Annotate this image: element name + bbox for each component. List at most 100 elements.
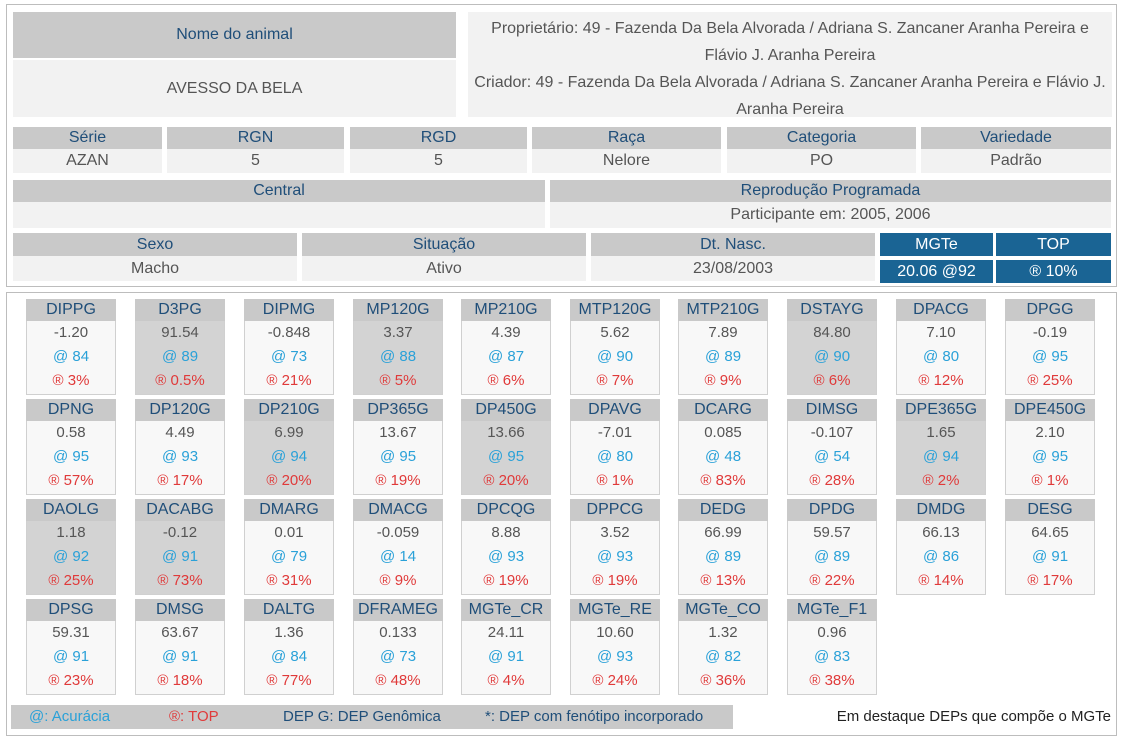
dep-value: -1.20 [53, 324, 89, 341]
top-value: ® 10% [996, 260, 1111, 283]
dep-cell-dmsg: DMSG 63.67 @ 91 ® 18% [135, 599, 225, 695]
dep-cell-mgte-f1: MGTe_F1 0.96 @ 83 ® 38% [787, 599, 877, 695]
dep-name: DP450G [461, 399, 551, 421]
dep-cell-dcarg: DCARG 0.085 @ 48 ® 83% [678, 399, 768, 495]
dep-top: ® 25% [1027, 372, 1073, 389]
dep-accuracy: @ 92 [52, 548, 90, 565]
dep-top: ® 19% [592, 572, 638, 589]
dep-accuracy: @ 89 [704, 548, 742, 565]
dep-top: ® 12% [918, 372, 964, 389]
dep-name: DSTAYG [787, 299, 877, 321]
dep-cell-dp450g: DP450G 13.66 @ 95 ® 20% [461, 399, 551, 495]
dep-accuracy: @ 91 [52, 648, 90, 665]
dep-accuracy: @ 90 [813, 348, 851, 365]
dep-accuracy: @ 89 [161, 348, 199, 365]
dep-value: 0.58 [56, 424, 86, 441]
dep-accuracy: @ 95 [52, 448, 90, 465]
dep-accuracy: @ 88 [379, 348, 417, 365]
dep-value: 7.10 [926, 324, 956, 341]
dep-panel: DIPPG -1.20 @ 84 ® 3% D3PG 91.54 @ 89 ® 0.5% DIP… [6, 292, 1117, 736]
dep-value: 3.52 [600, 524, 630, 541]
dep-top: ® 1% [1031, 472, 1069, 489]
top-label: TOP [996, 233, 1111, 256]
situacao-value: Ativo [302, 256, 586, 281]
dep-cell-dmarg: DMARG 0.01 @ 79 ® 31% [244, 499, 334, 595]
mgte-value: 20.06 @92 [880, 260, 993, 283]
dep-name: MP210G [461, 299, 551, 321]
dep-cell-d3pg: D3PG 91.54 @ 89 ® 0.5% [135, 299, 225, 395]
dep-top: ® 17% [157, 472, 203, 489]
dep-name: DPNG [26, 399, 116, 421]
dep-body: 0.58 @ 95 ® 57% [26, 421, 116, 495]
dep-body: 64.65 @ 91 ® 17% [1005, 521, 1095, 595]
dep-value: 91.54 [161, 324, 199, 341]
dep-body: 24.11 @ 91 ® 4% [461, 621, 551, 695]
dep-cell-mgte-cr: MGTe_CR 24.11 @ 91 ® 4% [461, 599, 551, 695]
dep-name: DP365G [353, 399, 443, 421]
dep-body: 8.88 @ 93 ® 19% [461, 521, 551, 595]
dep-body: 91.54 @ 89 ® 0.5% [135, 321, 225, 395]
dep-accuracy: @ 14 [379, 548, 417, 565]
dep-body: 6.99 @ 94 ® 20% [244, 421, 334, 495]
dep-body: 0.01 @ 79 ® 31% [244, 521, 334, 595]
dep-cell-mgte-re: MGTe_RE 10.60 @ 93 ® 24% [570, 599, 660, 695]
dep-accuracy: @ 95 [1031, 448, 1069, 465]
rgd-label: RGD [350, 127, 527, 149]
dep-top: ® 25% [48, 572, 94, 589]
legend-depg: DEP G: DEP Genômica [283, 708, 441, 725]
dep-top: ® 21% [266, 372, 312, 389]
dep-value: 5.62 [600, 324, 630, 341]
dep-cell-dpdg: DPDG 59.57 @ 89 ® 22% [787, 499, 877, 595]
dep-value: -0.19 [1032, 324, 1068, 341]
dep-body: 59.57 @ 89 ® 22% [787, 521, 877, 595]
dep-name: DPDG [787, 499, 877, 521]
dep-cell-dipmg: DIPMG -0.848 @ 73 ® 21% [244, 299, 334, 395]
dep-top: ® 28% [809, 472, 855, 489]
dep-name: DALTG [244, 599, 334, 621]
dep-body: 4.49 @ 93 ® 17% [135, 421, 225, 495]
dep-body: 7.89 @ 89 ® 9% [678, 321, 768, 395]
dep-body: 2.10 @ 95 ® 1% [1005, 421, 1095, 495]
dep-cell-dpacg: DPACG 7.10 @ 80 ® 12% [896, 299, 986, 395]
dep-top: ® 24% [592, 672, 638, 689]
dep-accuracy: @ 86 [922, 548, 960, 565]
dep-body: 0.133 @ 73 ® 48% [353, 621, 443, 695]
dep-name: DP210G [244, 399, 334, 421]
categoria-label: Categoria [727, 127, 916, 149]
dep-value: 4.49 [165, 424, 195, 441]
dep-accuracy: @ 73 [379, 648, 417, 665]
dep-accuracy: @ 94 [922, 448, 960, 465]
dep-top: ® 5% [379, 372, 417, 389]
dep-body: 1.32 @ 82 ® 36% [678, 621, 768, 695]
dep-accuracy: @ 87 [487, 348, 525, 365]
dep-accuracy: @ 91 [1031, 548, 1069, 565]
dep-top: ® 14% [918, 572, 964, 589]
dep-name: DPPCG [570, 499, 660, 521]
dep-cell-mtp120g: MTP120G 5.62 @ 90 ® 7% [570, 299, 660, 395]
dep-body: -7.01 @ 80 ® 1% [570, 421, 660, 495]
dep-value: -0.107 [810, 424, 854, 441]
dep-accuracy: @ 48 [704, 448, 742, 465]
dep-value: 84.80 [813, 324, 851, 341]
dep-name: DIPMG [244, 299, 334, 321]
dep-value: -0.059 [376, 524, 420, 541]
dep-body: 84.80 @ 90 ® 6% [787, 321, 877, 395]
dep-accuracy: @ 93 [596, 548, 634, 565]
dep-body: 1.65 @ 94 ® 2% [896, 421, 986, 495]
dep-cell-dstayg: DSTAYG 84.80 @ 90 ® 6% [787, 299, 877, 395]
dep-accuracy: @ 91 [487, 648, 525, 665]
dep-cell-dmacg: DMACG -0.059 @ 14 ® 9% [353, 499, 443, 595]
dep-value: -7.01 [597, 424, 633, 441]
animal-info-panel: Nome do animal AVESSO DA BELA Proprietár… [6, 4, 1117, 287]
dep-top: ® 20% [483, 472, 529, 489]
dep-cell-mtp210g: MTP210G 7.89 @ 89 ® 9% [678, 299, 768, 395]
dep-top: ® 19% [375, 472, 421, 489]
dep-top: ® 6% [813, 372, 851, 389]
dep-body: 1.36 @ 84 ® 77% [244, 621, 334, 695]
dep-name: DPAVG [570, 399, 660, 421]
legend-destaque: Em destaque DEPs que compõe o MGTe [836, 708, 1111, 725]
dep-accuracy: @ 95 [379, 448, 417, 465]
animal-name-value: AVESSO DA BELA [13, 60, 456, 117]
dep-value: 0.01 [274, 524, 304, 541]
dep-name: DPSG [26, 599, 116, 621]
